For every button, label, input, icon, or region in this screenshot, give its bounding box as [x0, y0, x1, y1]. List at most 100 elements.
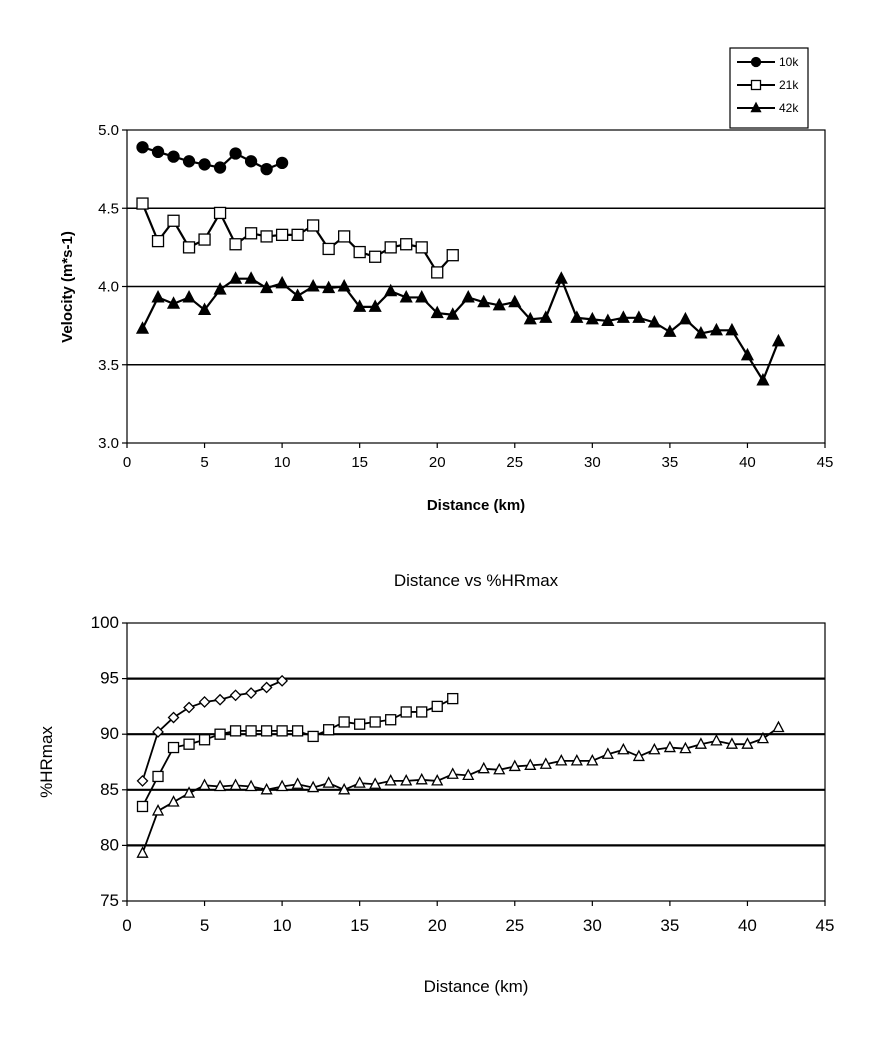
data-point-42k — [446, 767, 459, 779]
data-point-42k — [756, 372, 770, 386]
data-point-10k — [214, 693, 226, 706]
data-point-21k — [229, 238, 242, 251]
legend-label-42k: 42k — [779, 101, 799, 115]
data-point-42k — [229, 778, 242, 791]
x-tick-label: 30 — [584, 454, 601, 471]
data-point-42k — [322, 776, 335, 788]
data-point-42k — [151, 290, 165, 303]
x-tick-label: 5 — [200, 454, 208, 471]
data-point-10k — [213, 161, 227, 174]
x-tick-label: 30 — [583, 916, 602, 935]
data-point-21k — [415, 241, 428, 254]
hrmax-y-axis-label: %HRmax — [37, 726, 56, 798]
data-point-21k — [182, 241, 196, 254]
data-point-10k — [167, 711, 180, 724]
data-point-42k — [523, 311, 537, 325]
data-point-42k — [198, 778, 211, 791]
data-point-21k — [244, 227, 258, 240]
data-point-42k — [291, 777, 304, 789]
data-point-42k — [493, 762, 506, 775]
data-point-42k — [756, 731, 770, 744]
data-point-21k — [369, 250, 382, 263]
x-tick-label: 40 — [738, 916, 757, 935]
x-tick-label: 25 — [506, 454, 523, 471]
data-point-42k — [430, 305, 444, 319]
data-point-21k — [306, 219, 320, 232]
data-point-42k — [151, 804, 165, 816]
data-point-42k — [477, 294, 491, 308]
data-point-42k — [182, 290, 196, 303]
data-point-10k — [276, 674, 289, 687]
series-42k — [135, 271, 786, 386]
data-point-42k — [740, 347, 755, 361]
data-point-42k — [338, 782, 351, 795]
y-tick-label: 80 — [100, 835, 119, 854]
data-point-21k — [431, 266, 444, 279]
data-point-10k — [167, 150, 180, 163]
data-point-42k — [524, 758, 537, 770]
data-point-42k — [446, 307, 460, 320]
data-point-21k — [416, 706, 428, 718]
data-point-42k — [415, 290, 429, 303]
legend-marker-21k — [750, 79, 762, 91]
data-point-21k — [354, 718, 366, 730]
data-point-42k — [601, 313, 615, 326]
x-tick-label: 10 — [273, 916, 292, 935]
data-point-10k — [151, 145, 165, 159]
data-point-42k — [322, 280, 336, 294]
series-line-10k — [142, 146, 283, 171]
data-point-42k — [539, 757, 552, 769]
x-tick-label: 25 — [505, 916, 524, 935]
data-point-42k — [462, 768, 475, 780]
x-tick-label: 35 — [660, 916, 679, 935]
data-point-42k — [167, 795, 180, 807]
data-point-10k — [136, 141, 149, 154]
data-point-10k — [198, 158, 211, 171]
data-point-42k — [601, 747, 614, 759]
data-point-42k — [570, 310, 584, 323]
data-point-42k — [400, 774, 413, 786]
data-point-21k — [198, 734, 211, 746]
y-tick-label: 4.5 — [98, 200, 119, 217]
x-tick-label: 45 — [816, 916, 835, 935]
y-tick-label: 95 — [100, 669, 119, 688]
data-point-42k — [399, 290, 413, 303]
data-point-42k — [771, 333, 786, 347]
data-point-21k — [322, 242, 335, 256]
data-point-42k — [275, 275, 289, 289]
data-point-42k — [384, 283, 398, 297]
data-point-42k — [648, 742, 661, 755]
x-tick-label: 40 — [739, 454, 756, 471]
data-point-42k — [709, 322, 723, 336]
x-tick-label: 45 — [817, 454, 834, 471]
data-point-42k — [663, 740, 676, 753]
data-point-42k — [244, 271, 258, 284]
data-point-21k — [400, 238, 413, 251]
data-point-42k — [632, 749, 645, 762]
data-point-21k — [213, 206, 227, 220]
data-point-21k — [338, 716, 350, 728]
data-point-21k — [447, 692, 459, 705]
x-tick-label: 15 — [350, 916, 369, 935]
data-point-42k — [415, 772, 428, 785]
series-10k — [136, 141, 289, 176]
data-point-42k — [694, 326, 708, 339]
data-point-42k — [555, 753, 568, 766]
x-tick-label: 35 — [662, 454, 679, 471]
series-42k — [136, 720, 785, 858]
data-point-21k — [275, 228, 289, 242]
data-point-42k — [260, 280, 274, 294]
data-point-42k — [663, 324, 677, 337]
series-21k — [136, 197, 459, 279]
series-21k — [136, 692, 459, 813]
data-point-42k — [710, 733, 723, 746]
data-point-42k — [213, 779, 227, 792]
data-point-21k — [260, 230, 273, 243]
data-point-42k — [508, 294, 522, 308]
velocity-y-axis-label: Velocity (m*s-1) — [59, 231, 76, 343]
data-point-10k — [198, 696, 211, 708]
series-line-10k — [141, 679, 283, 782]
y-tick-label: 5.0 — [98, 122, 119, 139]
data-point-42k — [679, 741, 692, 754]
data-point-42k — [585, 311, 599, 325]
